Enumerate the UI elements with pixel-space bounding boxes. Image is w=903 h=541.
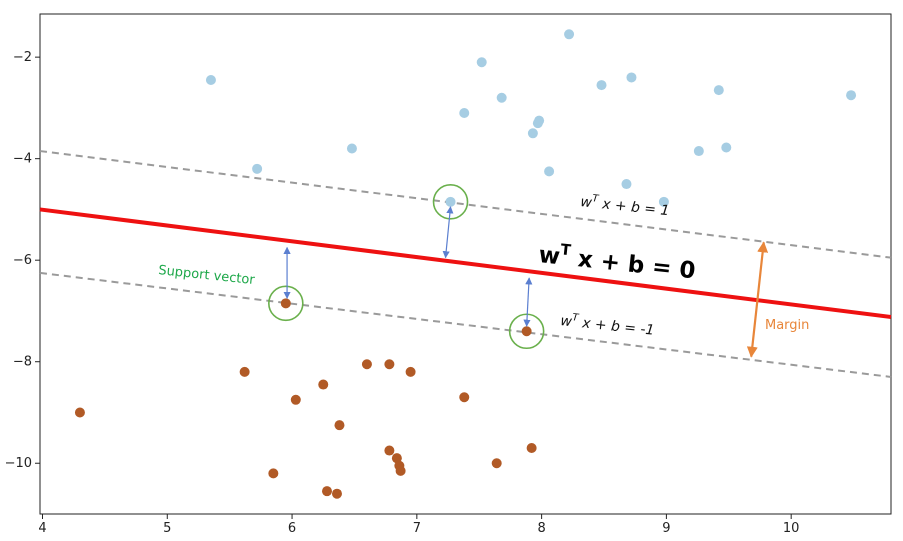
distance-arrow [523, 277, 533, 327]
class-a-point [205, 74, 216, 85]
x-tick-label: 5 [163, 521, 171, 536]
x-tick-label: 4 [38, 521, 46, 536]
y-tick-label: −2 [13, 50, 32, 65]
class-a-point [693, 146, 704, 157]
class-a-point [596, 80, 607, 91]
x-tick-label: 6 [288, 521, 296, 536]
class-b-point [384, 445, 395, 456]
y-tick-label: −4 [13, 152, 32, 167]
y-tick-label: −10 [5, 456, 32, 471]
class-a-point [445, 196, 456, 207]
class-b-point [321, 486, 332, 497]
margin-arrow [746, 241, 769, 358]
class-b-point [331, 488, 342, 499]
class-a-point [459, 107, 470, 118]
class-a-point [534, 115, 545, 126]
class-a-point [721, 142, 732, 153]
class-b-point [405, 366, 416, 377]
distance-arrow [442, 206, 454, 259]
margin-line [39, 150, 892, 259]
equation-plus-one: wT x + b = 1 [580, 192, 671, 219]
class-b-point [521, 326, 532, 337]
class-a-point [346, 143, 357, 154]
class-a-point [564, 29, 575, 40]
axis-ticks: 4 5 6 7 8 9 10 −2 −4 −6 −8 −10 [5, 50, 800, 536]
x-tick-label: 8 [537, 521, 545, 536]
class-b-point [459, 392, 470, 403]
margin-line [39, 271, 892, 378]
class-b-point [268, 468, 279, 479]
class-a-point [544, 166, 555, 177]
y-tick-label: −6 [13, 253, 32, 268]
class-b-point [74, 407, 85, 418]
distance-arrows [283, 206, 769, 358]
class-b-point [491, 458, 502, 469]
class-a-point [658, 196, 669, 207]
class-a-point [496, 92, 507, 103]
class-a-point [626, 72, 637, 83]
class-a-point [527, 128, 538, 139]
x-tick-label: 7 [413, 521, 421, 536]
class-b-point [334, 420, 345, 431]
equation-minus-one: wT x + b = -1 [560, 311, 656, 339]
class-a-point [476, 57, 487, 68]
class-a-point [713, 85, 724, 96]
class-b-point [391, 453, 402, 464]
y-tick-label: −8 [13, 355, 32, 370]
x-tick-label: 9 [662, 521, 670, 536]
class-a-point [621, 179, 632, 190]
class-a-point [252, 163, 263, 174]
class-a-point [846, 90, 857, 101]
margin-label: Margin [765, 318, 809, 333]
class-b-point [318, 379, 329, 390]
class-b-point [384, 359, 395, 370]
class-b-point [239, 366, 250, 377]
class-b-point [526, 443, 537, 454]
data-points [74, 29, 857, 499]
class-b-point [280, 298, 291, 309]
x-tick-label: 10 [783, 521, 800, 536]
class-b-point [361, 359, 372, 370]
class-b-point [395, 465, 406, 476]
class-b-point [290, 394, 301, 405]
